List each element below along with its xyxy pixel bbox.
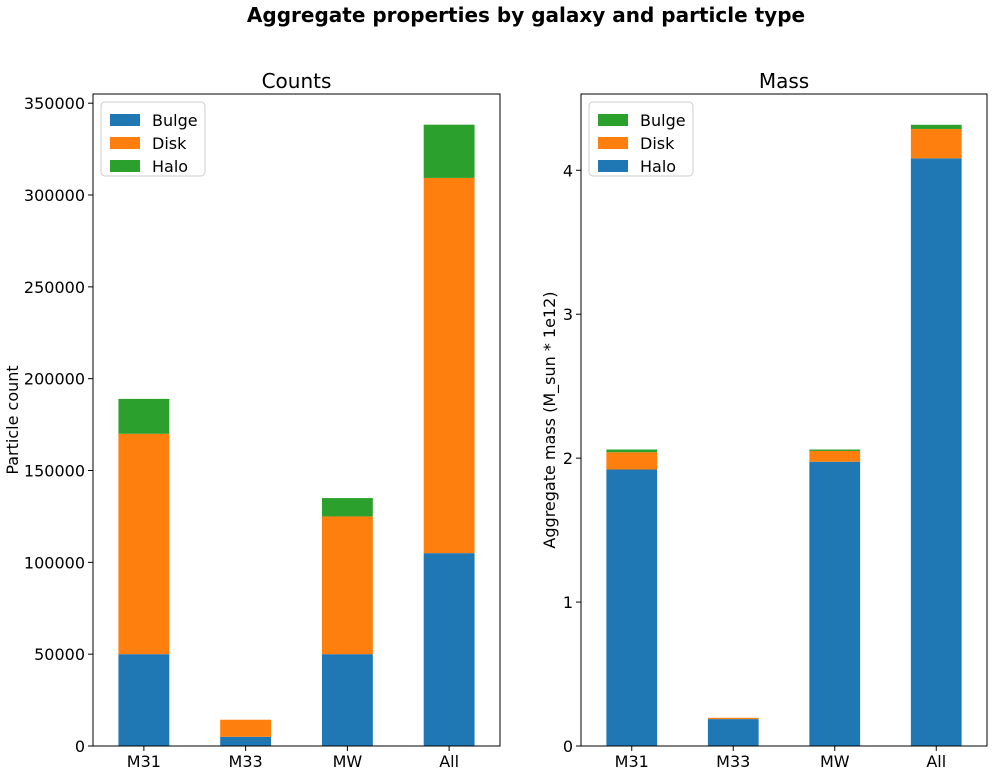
bar-disk-mw — [321, 516, 373, 655]
bar-halo-mw — [809, 461, 861, 746]
y-tick-label: 0 — [75, 737, 85, 756]
axes-frame — [580, 93, 988, 747]
y-tick-label: 50000 — [34, 645, 85, 664]
bar-bulge-m31 — [606, 449, 658, 453]
legend-swatch-bulge — [598, 114, 628, 126]
bar-disk-m33 — [220, 719, 272, 737]
axes-frame — [92, 93, 501, 747]
legend: Bulge Disk Halo — [588, 101, 694, 177]
bar-disk-m31 — [118, 433, 170, 655]
legend-label-disk: Disk — [640, 134, 675, 153]
y-tick-label: 300000 — [24, 186, 85, 205]
chart-title: Counts — [262, 69, 332, 93]
legend-label-halo: Halo — [152, 157, 188, 176]
x-tick-label: M31 — [615, 752, 649, 771]
legend-swatch-halo — [598, 160, 628, 172]
y-tick-label: 150000 — [24, 462, 85, 481]
bar-halo-all — [423, 124, 475, 178]
x-tick-label: MW — [333, 752, 363, 771]
figure-title: Aggregate properties by galaxy and parti… — [247, 3, 805, 27]
x-tick-label: MW — [820, 752, 850, 771]
x-tick-label: All — [926, 752, 946, 771]
x-tick-label: All — [439, 752, 459, 771]
y-tick-label: 4 — [563, 161, 573, 180]
bar-bulge-mw — [321, 654, 373, 746]
legend-label-bulge: Bulge — [640, 111, 686, 130]
bar-halo-m33 — [707, 719, 759, 746]
legend-swatch-disk — [598, 137, 628, 149]
bar-bulge-m33 — [220, 736, 272, 746]
x-tick-label: M33 — [716, 752, 750, 771]
bar-bulge-all — [423, 553, 475, 746]
bar-disk-mw — [809, 450, 861, 462]
bar-bulge-all — [910, 124, 962, 129]
chart-title: Mass — [759, 69, 809, 93]
bar-disk-m33 — [707, 717, 759, 720]
bars-group — [606, 124, 962, 747]
y-axis-label: Particle count — [3, 365, 22, 474]
bar-disk-all — [910, 128, 962, 159]
legend: Bulge Disk Halo — [100, 101, 206, 177]
y-tick-label: 0 — [563, 737, 573, 756]
bar-disk-m31 — [606, 452, 658, 470]
bar-bulge-mw — [809, 449, 861, 451]
x-tick-label: M31 — [127, 752, 161, 771]
y-tick-label: 100000 — [24, 553, 85, 572]
legend-label-bulge: Bulge — [152, 111, 198, 130]
legend-label-halo: Halo — [640, 157, 676, 176]
legend-swatch-halo — [110, 160, 140, 172]
bar-halo-all — [910, 158, 962, 747]
bar-bulge-m31 — [118, 654, 170, 746]
bar-halo-m31 — [118, 398, 170, 434]
bar-disk-all — [423, 177, 475, 554]
counts-chart: 0 50000 100000 150000 200000 250000 300000 3500… — [3, 69, 501, 771]
y-tick-label: 200000 — [24, 370, 85, 389]
y-tick-label: 250000 — [24, 278, 85, 297]
mass-chart: 0 1 2 3 4 M31 M33 MW All Mass Aggregate mass (M_su… — [540, 69, 988, 771]
legend-swatch-disk — [110, 137, 140, 149]
x-tick-label: M33 — [229, 752, 263, 771]
bar-halo-m31 — [606, 469, 658, 746]
bars-group — [118, 124, 475, 746]
legend-label-disk: Disk — [152, 134, 187, 153]
legend-swatch-bulge — [110, 114, 140, 126]
y-tick-label: 1 — [563, 593, 573, 612]
y-axis-label: Aggregate mass (M_sun * 1e12) — [540, 291, 560, 548]
y-tick-label: 2 — [563, 449, 573, 468]
y-tick-label: 3 — [563, 305, 573, 324]
bar-halo-mw — [321, 498, 373, 517]
y-tick-label: 350000 — [24, 94, 85, 113]
